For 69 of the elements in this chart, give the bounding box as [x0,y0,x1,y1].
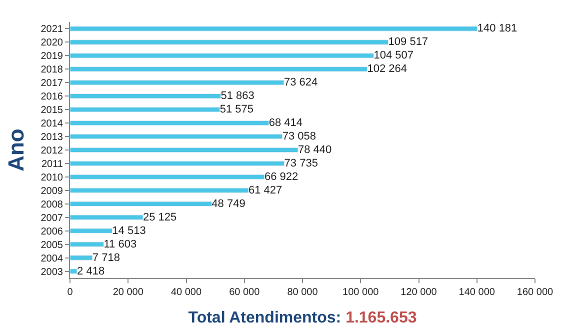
y-tick-label: 2014 [40,118,64,130]
y-tick-label: 2013 [40,132,64,144]
data-label: 109 517 [388,36,428,48]
bar [70,147,298,153]
y-tick-label: 2015 [40,105,64,116]
data-label: 61 427 [248,184,282,196]
bar [70,201,212,206]
data-label: 25 125 [143,211,177,224]
data-label: 73 058 [282,130,316,143]
y-axis-title: Ano [4,128,29,172]
bar [70,174,265,180]
x-tick-label: 140 000 [458,287,496,298]
y-tick-label: 2017 [40,78,64,90]
data-label: 102 264 [367,63,407,76]
y-tick-label: 2021 [40,24,64,36]
x-tick-label: 100 000 [342,287,380,298]
x-tick-label: 120 000 [400,287,438,298]
x-tick-label: 0 [67,287,74,298]
bar [70,214,144,220]
x-tick-label: 160 000 [516,287,554,298]
bar [70,53,374,58]
bar [70,228,112,234]
bar [70,26,478,32]
x-axis-title: Total Atendimentos: [188,310,342,327]
bar [70,255,93,260]
y-tick-label: 2019 [40,51,64,62]
x-tick-label: 40 000 [170,287,202,298]
data-label: 78 440 [298,144,332,156]
y-tick-label: 2016 [40,92,64,103]
bar [70,188,249,194]
data-label: 51 863 [220,90,254,102]
data-label: 48 749 [212,198,246,210]
y-tick-label: 2010 [40,172,64,184]
data-label: 73 735 [284,157,318,170]
y-tick-label: 2012 [40,146,64,156]
data-label: 14 513 [112,224,146,237]
bar [70,80,284,86]
y-tick-label: 2003 [40,266,64,278]
bar [70,40,389,45]
bar [70,134,283,140]
x-tick-label: 60 000 [229,287,260,298]
y-tick-label: 2009 [40,186,64,197]
y-tick-label: 2005 [40,240,64,251]
data-label: 66 922 [264,170,298,183]
bar [70,242,104,247]
text: 1.165.653 [346,310,417,327]
data-label: 11 603 [104,238,137,250]
bar [70,160,285,166]
y-tick-label: 2004 [40,253,64,264]
bar [70,66,368,72]
data-label: 73 624 [284,76,318,89]
y-tick-label: 2011 [41,158,64,170]
data-label: 140 181 [477,22,518,35]
data-label: 104 507 [374,50,414,62]
bar [70,106,220,112]
data-label: 2 418 [77,265,105,278]
data-label: 51 575 [220,104,254,116]
x-tick-label: 80 000 [287,287,318,298]
data-label: 68 414 [268,117,302,130]
data-label: 7 718 [92,252,120,264]
y-tick-label: 2006 [40,226,64,238]
bar [70,120,270,126]
y-tick-label: 2007 [40,212,64,224]
y-tick-label: 2018 [40,64,64,76]
bar [70,268,78,274]
y-tick-label: 2008 [40,199,64,210]
y-tick-label: 2020 [40,38,64,49]
bar [70,94,221,99]
x-tick-label: 20 000 [112,287,144,298]
